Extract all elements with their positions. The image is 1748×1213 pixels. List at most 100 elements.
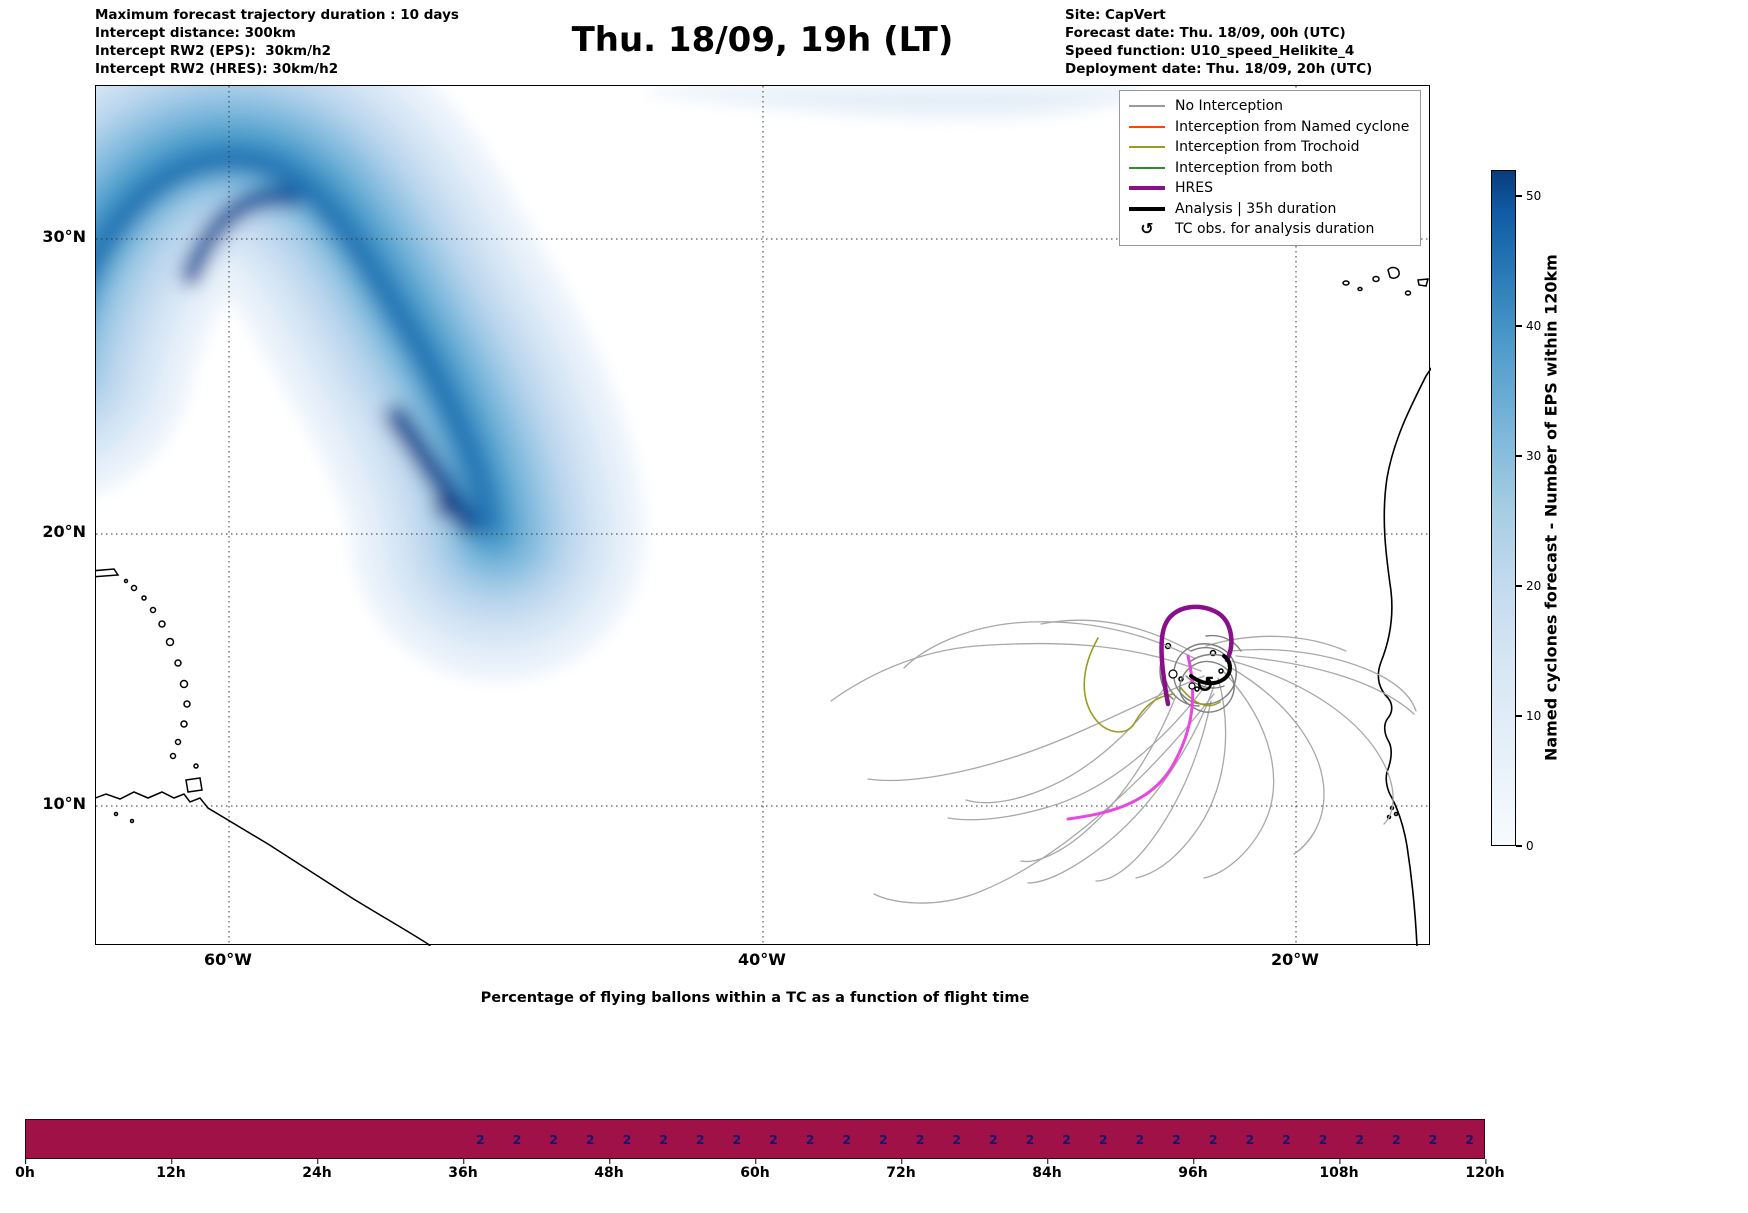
- legend-item-label: HRES: [1175, 180, 1213, 197]
- bar-value-label: 2: [988, 1131, 998, 1147]
- bar-value-label: 2: [476, 1131, 485, 1147]
- bar-value-label: 2: [1062, 1131, 1071, 1147]
- bar-value-label: 2: [842, 1131, 852, 1147]
- bar-value-label: 2: [805, 1131, 815, 1147]
- tc-obs-symbol: ↺: [1196, 673, 1214, 698]
- page-title: Thu. 18/09, 19h (LT): [571, 20, 954, 60]
- flight-time-tick-label: 12h: [156, 1159, 186, 1181]
- legend-item: Interception from Named cyclone: [1129, 117, 1411, 138]
- colorbar-tick-label: 10: [1515, 709, 1542, 723]
- map-canvas: ↺: [96, 86, 1431, 946]
- config-line: Maximum forecast trajectory duration : 1…: [95, 7, 459, 23]
- trajectory-cluster-knot: [1159, 634, 1242, 713]
- bar-value-label: 2: [952, 1131, 962, 1147]
- bar-value-label: 2: [1392, 1131, 1401, 1147]
- site-info-line: Forecast date: Thu. 18/09, 00h (UTC): [1065, 25, 1346, 41]
- bar-value-label: 2: [1135, 1131, 1145, 1147]
- colorbar-tick-label: 50: [1515, 189, 1542, 203]
- config-line: Intercept RW2 (HRES): 30km/h2: [95, 61, 339, 77]
- flight-time-tick-label: 72h: [886, 1159, 916, 1181]
- bar-value-label: 2: [585, 1131, 595, 1147]
- flight-time-tick-label: 96h: [1178, 1159, 1208, 1181]
- bar-value-label: 2: [659, 1131, 668, 1147]
- flight-time-tick-label: 48h: [594, 1159, 624, 1181]
- longitude-axis: 60°W 40°W 20°W: [95, 950, 1430, 974]
- density-swath: [96, 86, 1141, 679]
- colorbar-tick-label: 30: [1515, 449, 1542, 463]
- bar-value-label: 2: [549, 1131, 558, 1147]
- bar-value-labels: 2 2 2 2 2 2 2 2 2 2 2 2 2 2 2 2 2 2 2 2 2 2 2 2 2 2 2 2: [476, 1120, 1474, 1158]
- legend-item-label: Interception from Named cyclone: [1175, 118, 1410, 135]
- bar-value-label: 2: [732, 1131, 742, 1147]
- grid-lines: [96, 86, 1431, 946]
- hres-track: [1159, 604, 1234, 707]
- trajectories-no-interception: [830, 619, 1417, 904]
- legend-item-label: TC obs. for analysis duration: [1175, 221, 1375, 238]
- map-panel: ↺ No Interception Interception from Name…: [95, 85, 1431, 946]
- site-info-text: Site: CapVert Forecast date: Thu. 18/09, …: [1065, 6, 1372, 78]
- config-line: Intercept RW2 (EPS): 30km/h2: [95, 43, 331, 59]
- flight-time-axis: 0h 12h 24h 36h 48h 60h 72h 84h 96h 108h 120h: [15, 1159, 1505, 1187]
- config-line: Intercept distance: 300km: [95, 25, 296, 41]
- flight-time-tick-label: 36h: [448, 1159, 478, 1181]
- tc-percentage-bar: 2 2 2 2 2 2 2 2 2 2 2 2 2 2 2 2 2 2 2 2 2 2 2 2 2 2 2 2: [25, 1119, 1485, 1159]
- legend-item-label: Interception from Trochoid: [1175, 139, 1360, 156]
- bar-value-label: 2: [1318, 1131, 1328, 1147]
- bar-value-label: 2: [1355, 1131, 1365, 1147]
- legend-line-sample: [1129, 105, 1165, 108]
- legend-item-label: No Interception: [1175, 98, 1284, 115]
- bar-value-label: 2: [1245, 1131, 1255, 1147]
- bar-value-label: 2: [1465, 1131, 1474, 1147]
- colorbar-tick-label: 0: [1516, 839, 1534, 853]
- bar-value-label: 2: [622, 1131, 632, 1147]
- legend-line-sample: [1129, 186, 1165, 191]
- lat-tick-label: 10°N: [42, 794, 86, 813]
- legend-item: Analysis | 35h duration: [1129, 199, 1411, 220]
- site-info-line: Site: CapVert: [1065, 7, 1166, 23]
- colorbar-tick-label: 40: [1515, 319, 1542, 333]
- bar-value-label: 2: [1172, 1131, 1181, 1147]
- site-info-line: Deployment date: Thu. 18/09, 20h (UTC): [1065, 61, 1373, 77]
- flight-time-tick-label: 120h: [1465, 1159, 1505, 1181]
- legend-line-sample: [1129, 146, 1165, 149]
- deployment-track: [1066, 654, 1195, 821]
- legend-item: No Interception: [1129, 96, 1411, 117]
- legend-item: Interception from Trochoid: [1129, 137, 1411, 158]
- legend-line-sample: ↺: [1129, 220, 1165, 238]
- bar-value-label: 2: [915, 1131, 925, 1147]
- legend-item: HRES: [1129, 178, 1411, 199]
- colorbar: [1491, 170, 1516, 846]
- legend-line-sample: [1129, 166, 1165, 169]
- bottom-chart-title: Percentage of flying ballons within a TC…: [480, 990, 1030, 1006]
- flight-time-tick-label: 24h: [302, 1159, 332, 1181]
- bar-value-label: 2: [1025, 1131, 1035, 1147]
- legend-item-label: Analysis | 35h duration: [1175, 200, 1337, 217]
- flight-time-tick-label: 0h: [15, 1159, 35, 1181]
- bar-value-label: 2: [1098, 1131, 1108, 1147]
- flight-time-tick-label: 84h: [1032, 1159, 1062, 1181]
- legend-item: ↺ TC obs. for analysis duration: [1129, 219, 1411, 240]
- run-config-text: Maximum forecast trajectory duration : 1…: [95, 6, 459, 78]
- lon-tick-label: 60°W: [204, 950, 252, 969]
- start-marker: [1168, 669, 1178, 679]
- lat-tick-label: 20°N: [42, 522, 86, 541]
- map-legend: No Interception Interception from Named …: [1119, 90, 1421, 246]
- lon-tick-label: 20°W: [1271, 950, 1319, 969]
- legend-line-sample: [1129, 125, 1165, 128]
- coastlines: [96, 266, 1431, 946]
- bar-value-label: 2: [1282, 1131, 1291, 1147]
- colorbar-ticks: 50 40 30 20 10 0: [1515, 170, 1560, 853]
- latitude-axis: 30°N 20°N 10°N: [24, 85, 86, 945]
- bar-value-label: 2: [1428, 1131, 1438, 1147]
- trajectory-trochoid: [1083, 637, 1221, 733]
- lat-tick-label: 30°N: [42, 227, 86, 246]
- legend-line-sample: [1129, 206, 1165, 211]
- bar-value-label: 2: [769, 1131, 778, 1147]
- colorbar-tick-label: 20: [1515, 579, 1542, 593]
- site-info-line: Speed function: U10_speed_Helikite_4: [1065, 43, 1355, 59]
- legend-item-label: Interception from both: [1175, 159, 1333, 176]
- bar-value-label: 2: [879, 1131, 888, 1147]
- flight-time-tick-label: 60h: [740, 1159, 770, 1181]
- bar-value-label: 2: [695, 1131, 705, 1147]
